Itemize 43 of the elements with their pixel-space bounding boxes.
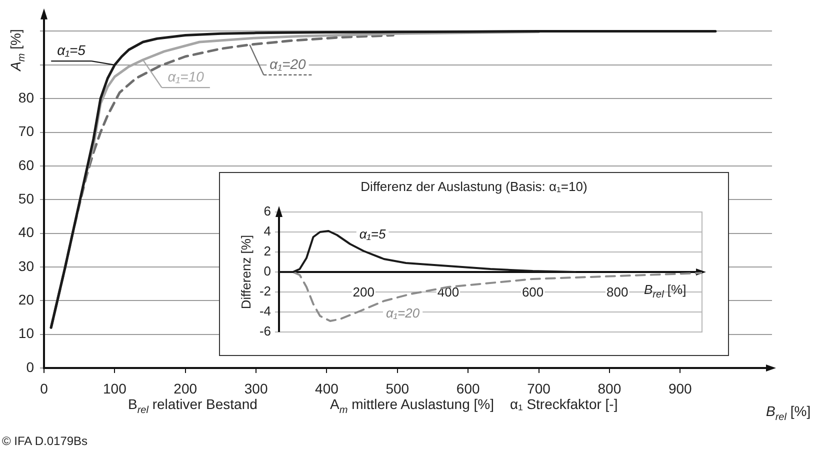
y-tick-label: 2	[264, 244, 271, 259]
x-tick-label: 800	[606, 284, 628, 300]
chart-title: Differenz der Auslastung (Basis: α₁=10)	[360, 179, 588, 194]
y-tick-label: 70	[18, 123, 34, 140]
y-tick-label: 40	[18, 224, 34, 240]
x-tick-label: 400	[315, 380, 339, 396]
series-label: α₁=20	[386, 306, 420, 321]
legend-label: α₁=20	[270, 56, 306, 72]
x-tick-label: 100	[103, 380, 127, 396]
text: α₁=5	[57, 42, 86, 58]
series-label: α₁=5	[359, 226, 386, 242]
x-tick-label: 0	[40, 380, 48, 396]
x-tick-label: 200	[174, 380, 198, 396]
text: B$_{rel}$ relativer Bestand	[128, 396, 258, 416]
y-tick-label: 0	[26, 358, 34, 375]
y-axis-title: Differenz [%]	[238, 234, 254, 310]
y-tick-label: 6	[264, 204, 271, 219]
legend-label: α₁=10	[168, 68, 204, 85]
text: A$_{m}$ mittlere Auslastung [%]	[330, 396, 494, 416]
x-tick-label: 600	[522, 284, 544, 300]
y-tick-label: -6	[259, 324, 271, 339]
x-tick-label: 300	[244, 380, 268, 396]
x-axis-title: B$_{rel}$ [%]	[766, 403, 811, 423]
y-tick-label: 80	[18, 89, 34, 106]
x-tick-label: 500	[386, 380, 410, 396]
y-tick-label: 0	[264, 264, 271, 279]
x-tick-label: 900	[668, 380, 692, 396]
y-tick-label: 30	[18, 258, 34, 274]
y-tick-label: -2	[259, 284, 271, 299]
x-tick-label: 200	[352, 284, 374, 300]
x-tick-label: 800	[598, 380, 622, 396]
y-tick-label: 20	[18, 292, 34, 308]
y-tick-label: 50	[18, 190, 34, 206]
y-tick-label: 4	[264, 224, 271, 239]
x-tick-label: 600	[456, 380, 480, 396]
y-tick-label: 60	[18, 156, 34, 173]
text: α₁ Streckfaktor [-]	[510, 396, 618, 412]
y-tick-label: -4	[259, 304, 271, 319]
x-tick-label: 400	[437, 284, 460, 300]
y-tick-label: 10	[18, 325, 34, 342]
text: © IFA D.0179Bs	[2, 434, 88, 448]
x-tick-label: 700	[527, 380, 551, 396]
x-axis-title: B$_{rel}$ [%]	[644, 282, 686, 301]
